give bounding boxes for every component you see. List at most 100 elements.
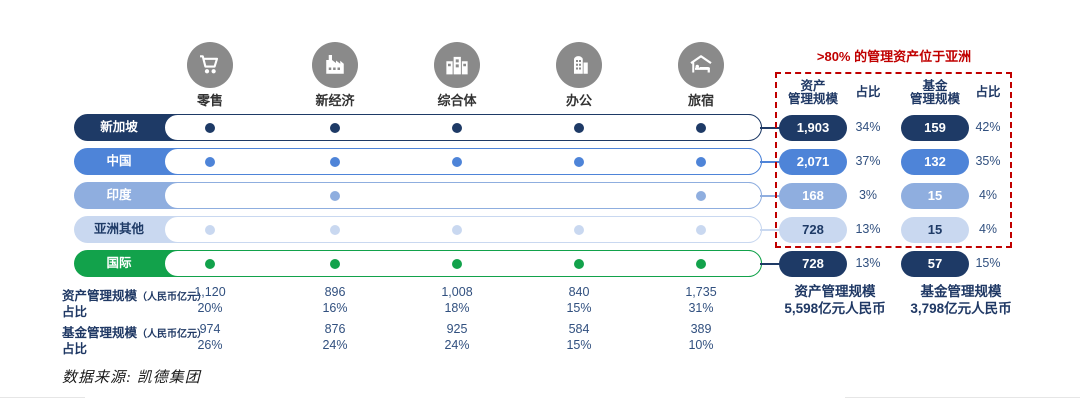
row-connector-line	[760, 126, 780, 129]
column-label-lodging: 旅宿	[687, 93, 714, 108]
cell-value: 584	[568, 322, 590, 336]
aum-value-pill: 1,903	[779, 114, 847, 141]
row-connector-line	[760, 228, 780, 231]
aum-value-pill: 2,071	[779, 148, 847, 175]
cell-value: 26%	[197, 338, 223, 352]
aum-share-value: 34%	[855, 120, 881, 134]
row-track-inner	[164, 216, 762, 243]
region-label: 中国	[106, 154, 132, 168]
cart-icon	[187, 42, 233, 88]
fum-share-value: 15%	[975, 256, 1001, 270]
cell-value: 18%	[444, 301, 470, 315]
fum-header-line2: 管理规模	[909, 92, 960, 106]
data-source-note: 数据来源: 凯德集团	[62, 370, 201, 386]
aum-header-line1: 资产	[800, 79, 826, 93]
presence-dot	[696, 224, 706, 235]
row-label: 占比	[62, 338, 87, 357]
fum-share-value: 4%	[978, 188, 998, 202]
fum-total-title: 基金管理规模	[920, 284, 1002, 299]
row-track	[74, 182, 762, 209]
row-label-text: 占比	[62, 305, 88, 319]
complex-icon	[434, 42, 480, 88]
cell-value: 15%	[566, 338, 592, 352]
presence-dot	[452, 156, 462, 167]
presence-dot	[330, 122, 340, 133]
row-connector-line	[760, 262, 780, 265]
aum-share-value: 13%	[855, 222, 881, 236]
row-track-inner	[164, 148, 762, 175]
presence-dot	[696, 190, 706, 201]
aum-share-value: 13%	[855, 256, 881, 270]
region-label: 新加坡	[100, 120, 138, 134]
row-label-unit: （人民币亿元）	[137, 292, 208, 303]
column-label-new-economy: 新经济	[315, 93, 355, 108]
region-row-other-asia: 亚洲其他 728 13% 15 4%	[0, 216, 1080, 243]
column-label-complex: 综合体	[437, 93, 477, 108]
presence-dot	[205, 224, 215, 235]
region-row-singapore: 新加坡 1,903 34% 159 42%	[0, 114, 1080, 141]
cell-value: 31%	[688, 301, 714, 315]
row-connector-line	[760, 160, 780, 163]
region-label: 亚洲其他	[93, 222, 144, 236]
presence-dot	[574, 258, 584, 269]
cell-value: 389	[690, 322, 712, 336]
presence-dot	[330, 258, 340, 269]
presence-dot	[330, 190, 340, 201]
fum-header-line1: 基金	[922, 79, 948, 93]
row-label: 资产管理规模（人民币亿元）	[62, 285, 207, 304]
row-label-text: 基金管理规模	[62, 326, 138, 340]
row-track	[74, 114, 762, 141]
cell-value: 24%	[444, 338, 470, 352]
row-track	[74, 148, 762, 175]
row-label-text: 占比	[62, 342, 88, 356]
fum-by-type-row: 基金管理规模（人民币亿元） 974 876 925 584 389	[0, 322, 1080, 340]
presence-dot	[205, 258, 215, 269]
fum-share-by-type-row: 占比 26% 24% 24% 15% 10%	[0, 338, 1080, 356]
region-row-china: 中国 2,071 37% 132 35%	[0, 148, 1080, 175]
presence-dot	[330, 224, 340, 235]
fum-value-pill: 57	[901, 250, 969, 277]
cell-value: 1,008	[441, 285, 473, 299]
aum-share-header: 占比	[855, 85, 881, 99]
column-label-retail: 零售	[196, 93, 223, 108]
row-track-inner	[164, 250, 762, 277]
row-track	[74, 250, 762, 277]
factory-icon	[312, 42, 358, 88]
region-label: 国际	[106, 256, 132, 270]
presence-dot	[330, 156, 340, 167]
presence-dot	[452, 122, 462, 133]
fum-value-pill: 132	[901, 148, 969, 175]
column-label-office: 办公	[565, 93, 592, 108]
presence-dot	[696, 156, 706, 167]
presence-dot	[205, 156, 215, 167]
aum-share-by-type-row: 占比 20% 16% 18% 15% 31%	[0, 301, 1080, 319]
aum-header-line2: 管理规模	[787, 92, 838, 106]
cell-value: 1,735	[685, 285, 717, 299]
page-edge-line	[0, 397, 85, 398]
aum-column-header: 资产 管理规模	[779, 80, 847, 106]
fum-column-header: 基金 管理规模	[901, 80, 969, 106]
cell-value: 876	[324, 322, 346, 336]
cell-value: 1,120	[194, 285, 226, 299]
row-track	[74, 216, 762, 243]
fum-total-value: 3,798亿元人民币	[910, 301, 1012, 316]
presence-dot	[696, 122, 706, 133]
row-track-inner	[164, 114, 762, 141]
fum-value-pill: 15	[901, 216, 969, 243]
fum-share-header: 占比	[975, 85, 1001, 99]
aum-total-block: 资产管理规模 5,598亿元人民币	[762, 283, 908, 317]
cell-value: 16%	[322, 301, 348, 315]
row-label-unit: （人民币亿元）	[137, 329, 208, 340]
aum-value-pill: 168	[779, 182, 847, 209]
aum-share-value: 3%	[858, 188, 878, 202]
presence-dot	[205, 122, 215, 133]
cell-value: 20%	[197, 301, 223, 315]
fum-share-value: 35%	[975, 154, 1001, 168]
aum-total-value: 5,598亿元人民币	[784, 301, 886, 316]
cell-value: 974	[199, 322, 221, 336]
region-label: 印度	[106, 188, 132, 202]
cell-value: 925	[446, 322, 468, 336]
presence-dot	[574, 156, 584, 167]
page-edge-line	[845, 397, 1080, 398]
